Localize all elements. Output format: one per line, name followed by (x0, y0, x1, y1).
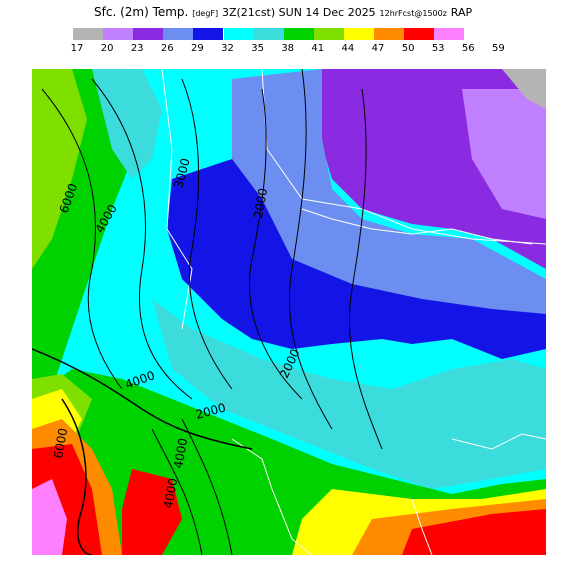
title-model: RAP (450, 6, 473, 19)
temp-region-41 (32, 69, 87, 269)
legend-swatch-20 (103, 28, 134, 40)
contour-label: 4000 (171, 437, 190, 470)
legend-label-53: 53 (431, 43, 445, 54)
boundary-line (261, 69, 546, 245)
title-run: 12hrFcst@1500z (379, 9, 447, 18)
legend-label-35: 35 (251, 43, 264, 54)
legend-swatch-32 (223, 28, 254, 40)
contour-line (151, 428, 203, 555)
legend-swatch-53 (434, 28, 465, 40)
contour-line (41, 88, 123, 390)
legend-swatch-29 (193, 28, 224, 40)
temp-region-53 (32, 479, 67, 555)
temp-region-17 (502, 69, 546, 109)
coastline (451, 433, 546, 450)
title-product: Sfc. (2m) Temp. (94, 5, 189, 19)
legend-label-17: 17 (70, 43, 84, 54)
contour-label: 6000 (51, 427, 70, 460)
temp-region-35 (92, 69, 162, 179)
border-river (301, 208, 533, 245)
legend-swatch-26 (163, 28, 194, 40)
chart-title: Sfc. (2m) Temp. [degF] 3Z(21cst) SUN 14 … (0, 5, 579, 19)
legend-label-44: 44 (341, 43, 355, 54)
contour-label: 2000 (251, 187, 270, 220)
legend-swatch-44 (343, 28, 374, 40)
contour-line (181, 78, 233, 390)
legend-label-29: 29 (191, 43, 204, 54)
contour-line (288, 69, 333, 430)
boundary-line (161, 69, 193, 330)
contour-line (61, 398, 93, 555)
legend-label-56: 56 (461, 43, 475, 54)
legend-label-41: 41 (311, 43, 325, 54)
temp-region-26 (232, 69, 546, 329)
legend-swatch-35 (253, 28, 284, 40)
temp-region-35-south (152, 299, 546, 489)
legend-label-20: 20 (100, 43, 114, 54)
legend-label-59: 59 (492, 43, 505, 54)
legend-label-47: 47 (371, 43, 385, 54)
temp-region-50-central (122, 469, 182, 555)
legend-swatch-23 (133, 28, 164, 40)
contour-line (181, 418, 233, 555)
contour-line (91, 78, 193, 400)
legend-swatch-50 (404, 28, 435, 40)
legend-swatch-38 (283, 28, 314, 40)
legend-swatch-41 (313, 28, 344, 40)
legend-label-38: 38 (281, 43, 295, 54)
contour-line (32, 348, 253, 450)
temp-region-50-southeast (402, 509, 546, 555)
title-units: [degF] (192, 9, 219, 18)
legend-swatch-17 (73, 28, 103, 40)
temp-region-29 (167, 159, 546, 359)
contour-label: 4000 (161, 477, 180, 510)
title-valid-time: 3Z(21cst) SUN 14 Dec 2025 (221, 6, 376, 19)
legend-swatch-47 (374, 28, 404, 40)
temp-region-20 (462, 89, 546, 219)
color-legend: 17 20 23 26 29 32 35 38 41 44 47 50 53 56 59 (0, 28, 579, 60)
contour-line (348, 88, 383, 450)
legend-label-32: 32 (221, 43, 234, 54)
legend-label-23: 23 (130, 43, 144, 54)
coastline (411, 498, 433, 555)
legend-label-50: 50 (401, 43, 415, 54)
border-rio-grande (231, 438, 313, 555)
contour-line (248, 88, 303, 400)
legend-label-26: 26 (160, 43, 174, 54)
